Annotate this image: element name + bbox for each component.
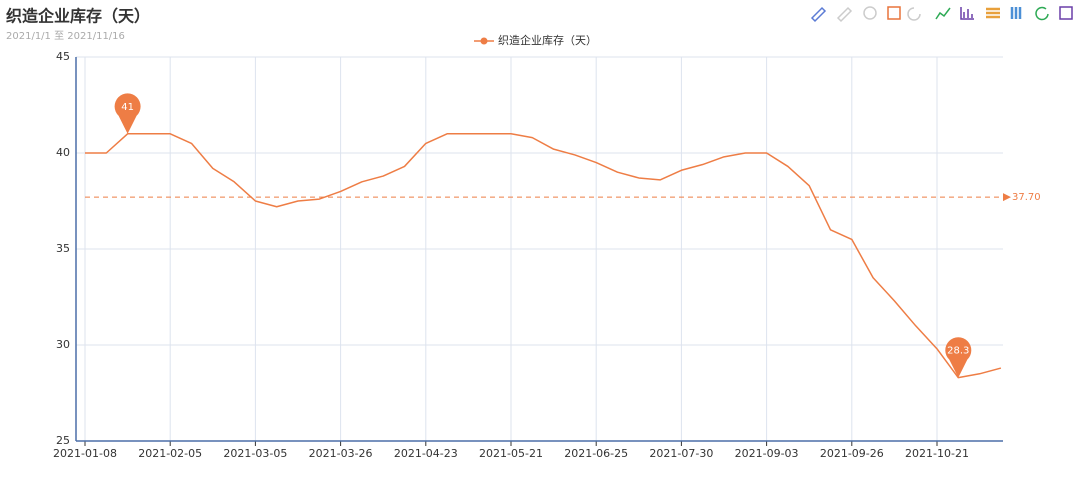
y-tick-label: 35 bbox=[56, 242, 70, 255]
y-tick-label: 40 bbox=[56, 146, 70, 159]
legend[interactable]: 织造企业库存（天） bbox=[474, 33, 597, 47]
tool-icon[interactable] bbox=[986, 7, 1000, 19]
tool-icon[interactable] bbox=[1035, 6, 1049, 21]
tool-icon[interactable] bbox=[1059, 6, 1073, 20]
tool-icon[interactable] bbox=[810, 6, 827, 23]
x-tick-label: 2021-02-05 bbox=[138, 447, 202, 460]
mark-point-label: 41 bbox=[121, 102, 134, 113]
legend-symbol bbox=[480, 37, 488, 45]
x-tick-label: 2021-10-21 bbox=[905, 447, 969, 460]
x-tick-label: 2021-09-03 bbox=[735, 447, 799, 460]
average-arrow bbox=[1003, 193, 1011, 202]
x-tick-label: 2021-06-25 bbox=[564, 447, 628, 460]
tool-icon[interactable] bbox=[863, 6, 877, 20]
legend-label[interactable]: 织造企业库存（天） bbox=[498, 33, 597, 47]
tool-icon[interactable] bbox=[1010, 7, 1022, 19]
x-tick-label: 2021-05-21 bbox=[479, 447, 543, 460]
mark-point-label: 28.3 bbox=[947, 346, 969, 357]
average-label: 37.70 bbox=[1012, 192, 1041, 203]
x-tick-label: 2021-07-30 bbox=[649, 447, 713, 460]
y-tick-label: 30 bbox=[56, 338, 70, 351]
line-series bbox=[85, 133, 1002, 379]
y-tick-label: 25 bbox=[56, 434, 70, 447]
tool-icon[interactable] bbox=[887, 6, 901, 20]
toolbox[interactable] bbox=[810, 6, 1073, 23]
mark-point bbox=[945, 337, 972, 378]
chart-title: 织造企业库存（天） bbox=[6, 7, 150, 26]
chart-subtitle: 2021/1/1 至 2021/11/16 bbox=[6, 30, 125, 42]
tool-icon[interactable] bbox=[960, 7, 974, 20]
tool-icon[interactable] bbox=[935, 7, 951, 20]
y-tick-label: 45 bbox=[56, 50, 70, 63]
x-tick-label: 2021-03-26 bbox=[309, 447, 373, 460]
x-tick-label: 2021-09-26 bbox=[820, 447, 884, 460]
mark-point bbox=[114, 93, 141, 134]
x-tick-label: 2021-03-05 bbox=[223, 447, 287, 460]
tool-icon[interactable] bbox=[836, 6, 853, 23]
tool-icon[interactable] bbox=[907, 7, 921, 21]
x-tick-label: 2021-01-08 bbox=[53, 447, 117, 460]
x-tick-label: 2021-04-23 bbox=[394, 447, 458, 460]
